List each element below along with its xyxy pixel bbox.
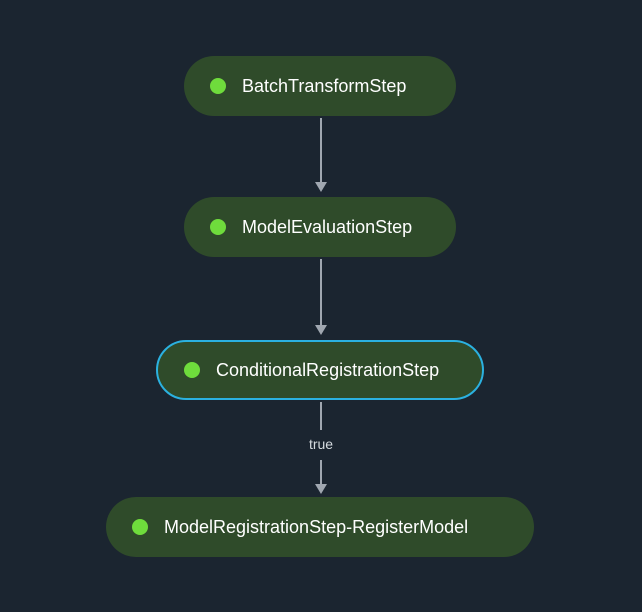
edge-arrow	[315, 259, 327, 335]
edge-arrow	[315, 118, 327, 192]
status-success-icon	[184, 362, 200, 378]
edge-label-true: true	[309, 436, 333, 452]
status-success-icon	[210, 219, 226, 235]
step-label: ConditionalRegistrationStep	[216, 360, 439, 381]
step-node-model-evaluation[interactable]: ModelEvaluationStep	[184, 197, 456, 257]
pipeline-diagram: BatchTransformStep ModelEvaluationStep C…	[0, 0, 642, 612]
edge-arrow	[315, 460, 327, 494]
step-label: ModelEvaluationStep	[242, 217, 412, 238]
step-node-conditional-registration[interactable]: ConditionalRegistrationStep	[156, 340, 484, 400]
step-label: ModelRegistrationStep-RegisterModel	[164, 517, 468, 538]
step-node-batch-transform[interactable]: BatchTransformStep	[184, 56, 456, 116]
status-success-icon	[132, 519, 148, 535]
step-label: BatchTransformStep	[242, 76, 406, 97]
edge-arrow	[320, 402, 322, 430]
status-success-icon	[210, 78, 226, 94]
step-node-model-registration[interactable]: ModelRegistrationStep-RegisterModel	[106, 497, 534, 557]
